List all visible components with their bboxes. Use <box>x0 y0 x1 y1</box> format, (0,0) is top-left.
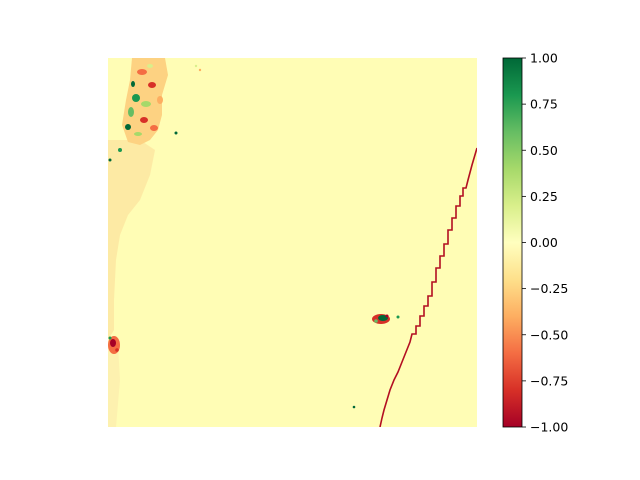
top-specks <box>194 64 202 72</box>
heatmap-plot-area <box>108 58 477 427</box>
left-edge-negative-band <box>108 140 155 340</box>
colorbar-tick-label: 0.25 <box>530 189 558 204</box>
colorbar-ticks: 1.00 0.75 0.50 0.25 0.00 −0.25 −0.50 −0.75 −1.00 <box>522 51 568 435</box>
colorbar-tick-label: 0.00 <box>530 235 558 250</box>
center-right-mixed-spot <box>352 314 400 409</box>
colorbar-tick-label: −0.50 <box>530 327 568 342</box>
colorbar-gradient <box>503 58 522 427</box>
colorbar-tick-label: 0.75 <box>530 97 558 112</box>
heatmap-background <box>108 58 477 427</box>
colorbar-tick-label: 0.50 <box>530 143 558 158</box>
lower-left-negative-spot <box>108 336 120 354</box>
colorbar-tick-label: −1.00 <box>530 420 568 435</box>
upper-left-mixed-patch <box>108 58 178 162</box>
colorbar: 1.00 0.75 0.50 0.25 0.00 −0.25 −0.50 −0.75 −1.00 <box>502 51 568 435</box>
diagonal-boundary-line <box>379 147 477 427</box>
colorbar-tick-label: −0.25 <box>530 281 568 296</box>
colorbar-tick-label: 1.00 <box>530 51 558 66</box>
colorbar-tick-label: −0.75 <box>530 373 568 388</box>
left-edge-faint-band <box>108 340 120 427</box>
